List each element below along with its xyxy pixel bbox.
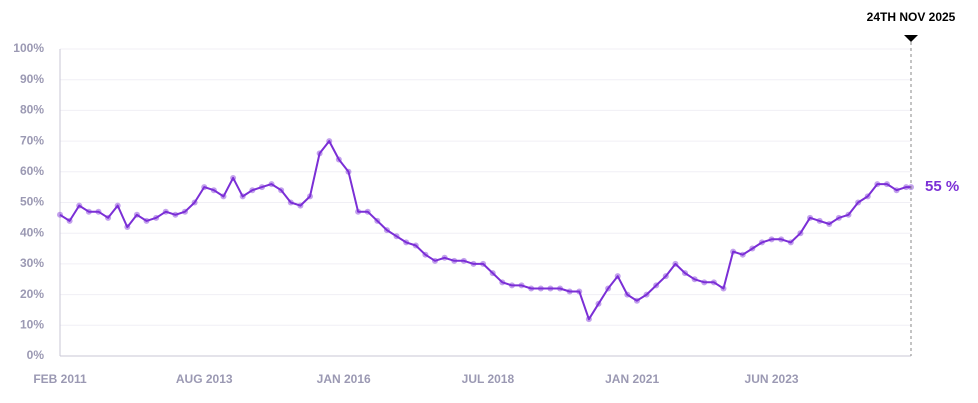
y-tick-label: 40%	[20, 225, 44, 239]
end-label: 55 %	[925, 178, 959, 195]
y-tick-label: 10%	[20, 317, 44, 331]
y-tick-label: 0%	[27, 348, 45, 362]
y-tick-label: 100%	[13, 41, 44, 55]
line	[59, 140, 911, 321]
y-tick-label: 60%	[20, 164, 44, 178]
x-tick-label: FEB 2011	[33, 372, 87, 386]
x-tick-label: AUG 2013	[176, 372, 233, 386]
x-tick-label: JUL 2018	[462, 372, 515, 386]
annotation-label: 24TH NOV 2025	[867, 10, 956, 24]
x-tick-label: JAN 2021	[605, 372, 659, 386]
x-tick-label: JAN 2016	[317, 372, 371, 386]
y-tick-label: 70%	[20, 133, 44, 147]
y-tick-label: 90%	[20, 72, 44, 86]
x-tick-label: JUN 2023	[745, 372, 799, 386]
y-tick-label: 80%	[20, 103, 44, 117]
annotation-marker	[904, 35, 918, 42]
y-tick-label: 30%	[20, 256, 44, 270]
y-tick-label: 20%	[20, 287, 44, 301]
y-tick-label: 50%	[20, 195, 44, 209]
